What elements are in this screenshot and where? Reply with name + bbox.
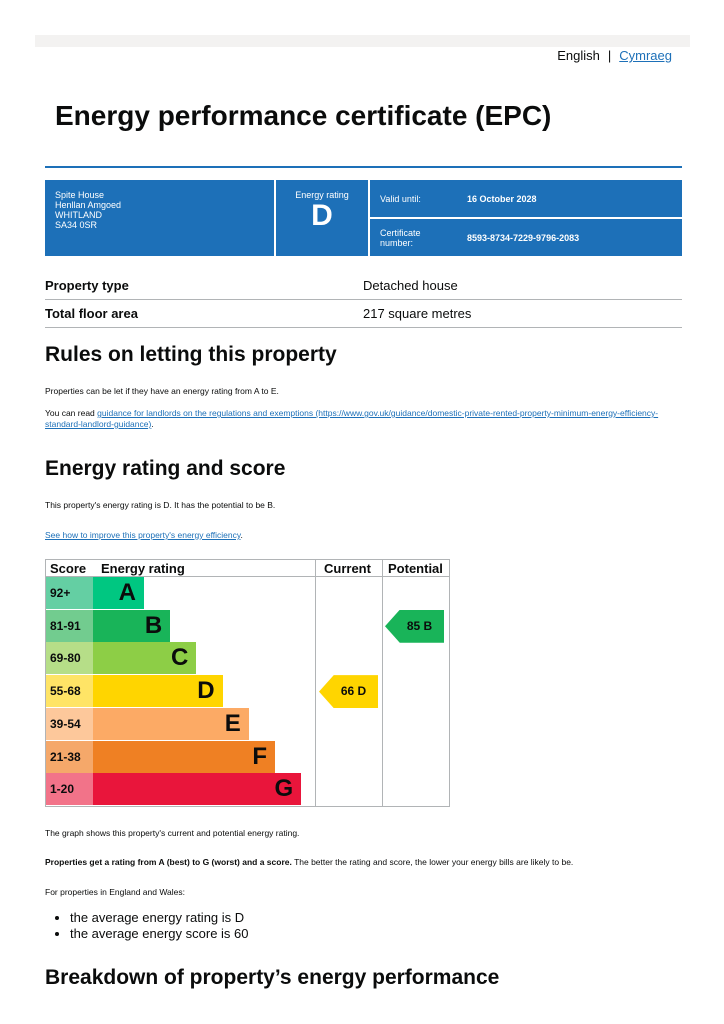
column-divider [382,560,383,806]
rating-bar-E: E [93,707,249,740]
valid-until-label: Valid until: [380,193,421,204]
language-cymraeg-link[interactable]: Cymraeg [619,48,672,63]
energy-rating-label: Energy rating [295,190,349,200]
score-cell-F: 21-38 [46,740,93,773]
certificate-number: Certificate number: 8593-8734-7229-9796-2… [370,219,682,256]
language-english: English [557,48,600,63]
average-list: the average energy rating is D the avera… [70,910,249,942]
rating-explanation-rest: The better the rating and score, the low… [291,857,574,867]
potential-rating-arrow: 85 B [385,609,444,643]
certificate-number-label: Certificate number: [380,227,421,248]
address-line: SA34 0SR [55,220,98,230]
energy-rating-value: D [311,199,333,232]
header-energy-rating: Energy rating [93,560,315,577]
property-details: Property type Detached house Total floor … [45,272,682,328]
address: Spite House Henllan Amgoed WHITLAND SA34… [45,180,274,256]
rating-bar-C: C [93,642,197,675]
breakdown-heading: Breakdown of property’s energy performan… [45,966,500,989]
address-line: WHITLAND [55,210,102,220]
improve-link[interactable]: See how to improve this property's energ… [45,530,241,540]
valid-until-value: 16 October 2028 [467,193,537,204]
rating-bar-G: G [93,773,302,806]
score-cell-E: 39-54 [46,707,93,740]
rating-text: This property's energy rating is D. It h… [45,500,276,510]
guidance-link[interactable]: guidance for landlords on the regulation… [45,408,659,429]
average-rating: the average energy rating is D [70,910,249,926]
energy-rating-chart: Score Energy rating Current Potential 92… [45,559,450,807]
average-score: the average energy score is 60 [70,926,249,942]
address-line: Henllan Amgoed [55,200,122,210]
valid-until: Valid until: 16 October 2028 [370,180,682,217]
certificate-number-value: 8593-8734-7229-9796-2083 [467,232,580,243]
property-type-value: Detached house [363,278,458,293]
rating-bar-A: A [93,577,144,609]
score-cell-B: 81-91 [46,609,93,642]
score-cell-C: 69-80 [46,642,93,675]
title-divider [45,166,682,168]
rating-bar-F: F [93,740,275,773]
guidance-prefix: You can read [45,408,98,418]
guidance-suffix: . [151,419,154,429]
average-intro: For properties in England and Wales: [45,887,186,897]
improve-paragraph: See how to improve this property's energ… [45,530,675,541]
score-cell-A: 92+ [46,577,93,609]
rating-explanation-bold: Properties get a rating from A (best) to… [45,857,292,867]
score-cell-D: 55-68 [46,675,93,708]
graph-note: The graph shows this property's current … [45,828,300,838]
address-line: Spite House [55,190,105,200]
rating-explanation: Properties get a rating from A (best) to… [45,857,675,868]
language-switcher: English | Cymraeg [557,48,672,63]
energy-rating-box: Energy rating D [276,180,368,256]
header-potential: Potential [382,560,450,577]
floor-area-row: Total floor area 217 square metres [45,300,682,328]
column-divider [315,560,316,806]
top-band [35,35,690,47]
floor-area-label: Total floor area [45,306,138,321]
rating-bar-B: B [93,609,171,642]
header-score: Score [46,560,93,577]
score-cell-G: 1-20 [46,773,93,806]
page-title: Energy performance certificate (EPC) [55,100,552,131]
letting-heading: Rules on letting this property [45,343,337,366]
improve-suffix: . [240,530,243,540]
floor-area-value: 217 square metres [363,306,472,321]
epc-summary: Spite House Henllan Amgoed WHITLAND SA34… [45,180,682,256]
letting-guidance: You can read guidance for landlords on t… [45,408,675,430]
rating-heading: Energy rating and score [45,457,286,480]
header-current: Current [315,560,382,577]
letting-text: Properties can be let if they have an en… [45,386,279,396]
property-type-row: Property type Detached house [45,272,682,300]
current-rating-arrow: 66 D [319,675,378,709]
rating-bar-D: D [93,675,223,708]
property-type-label: Property type [45,278,129,293]
